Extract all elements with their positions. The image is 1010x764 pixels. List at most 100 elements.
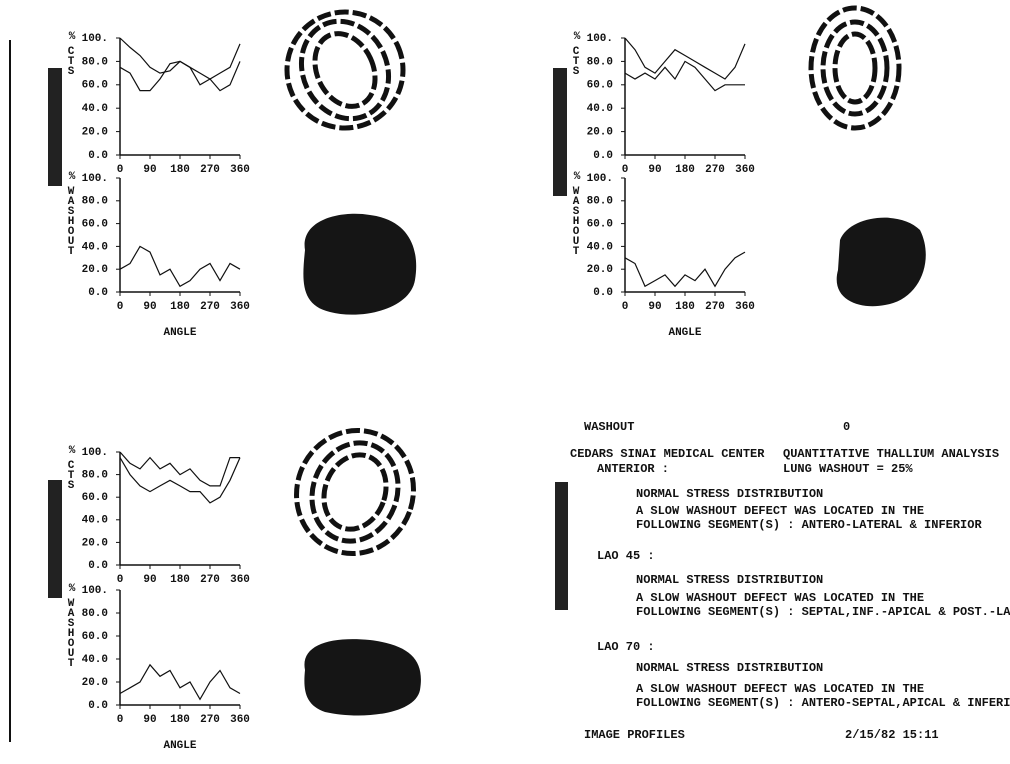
data-line — [120, 38, 240, 79]
x-tick-label: 180 — [170, 301, 190, 313]
report-footer: 2/15/82 15:11 — [845, 728, 939, 742]
report-line: NORMAL STRESS DISTRIBUTION — [636, 487, 823, 501]
y-tick-label: 80.0 — [82, 608, 108, 620]
scale-bar — [48, 68, 62, 186]
y-unit: % — [574, 31, 581, 43]
report-line: NORMAL STRESS DISTRIBUTION — [636, 661, 823, 675]
x-tick-label: 90 — [143, 164, 156, 176]
x-tick-label: 90 — [143, 574, 156, 586]
y-tick-label: 40.0 — [82, 515, 108, 527]
x-tick-label: 270 — [200, 301, 220, 313]
x-tick-label: 180 — [170, 714, 190, 726]
report-footer: IMAGE PROFILES — [584, 728, 685, 742]
x-tick-label: 360 — [230, 164, 250, 176]
report-view: LAO 70 : — [597, 640, 655, 654]
report-lung-washout: LUNG WASHOUT = 25% — [783, 462, 913, 476]
y-tick-label: 60.0 — [82, 219, 108, 231]
x-tick-label: 360 — [230, 714, 250, 726]
y-tick-label: 80.0 — [587, 196, 613, 208]
y-tick-label: 60.0 — [82, 631, 108, 643]
y-tick-label: 80.0 — [82, 56, 108, 68]
x-tick-label: 180 — [675, 301, 695, 313]
data-line — [120, 665, 240, 700]
x-tick-label: 270 — [705, 164, 725, 176]
report-center: CEDARS SINAI MEDICAL CENTER — [570, 447, 765, 461]
scale-bar — [48, 480, 62, 598]
y-tick-label: 60.0 — [82, 80, 108, 92]
ring-image — [268, 0, 422, 147]
report-analysis: QUANTITATIVE THALLIUM ANALYSIS — [783, 447, 999, 461]
y-tick-label: 80.0 — [82, 196, 108, 208]
y-tick-label: 100. — [82, 585, 108, 597]
y-unit: % — [69, 445, 76, 457]
y-tick-label: 100. — [587, 33, 613, 45]
report: WASHOUT 0 CEDARS SINAI MEDICAL CENTER QU… — [570, 420, 1010, 742]
x-tick-label: 90 — [143, 714, 156, 726]
report-line: FOLLOWING SEGMENT(S) : SEPTAL,INF.-APICA… — [636, 605, 1010, 619]
y-axis-label: CTS — [65, 46, 77, 76]
y-tick-label: 40.0 — [82, 241, 108, 253]
x-tick-label: 0 — [117, 574, 124, 586]
y-tick-label: 20.0 — [82, 537, 108, 549]
report-line: NORMAL STRESS DISTRIBUTION — [636, 573, 823, 587]
report-mode-value: 0 — [843, 420, 850, 434]
y-tick-label: 100. — [82, 447, 108, 459]
x-tick-label: 0 — [622, 164, 629, 176]
report-mode: WASHOUT — [584, 420, 634, 434]
y-unit: % — [574, 171, 581, 183]
y-tick-label: 80.0 — [82, 470, 108, 482]
scale-bar — [553, 68, 567, 196]
x-tick-label: 270 — [200, 574, 220, 586]
x-tick-label: 180 — [170, 574, 190, 586]
data-line — [120, 246, 240, 286]
x-tick-label: 0 — [117, 164, 124, 176]
report-view: LAO 45 : — [597, 549, 655, 563]
y-tick-label: 20.0 — [82, 127, 108, 139]
report-line: FOLLOWING SEGMENT(S) : ANTERO-LATERAL & … — [636, 518, 982, 532]
x-tick-label: 270 — [200, 714, 220, 726]
y-tick-label: 60.0 — [587, 219, 613, 231]
y-tick-label: 40.0 — [82, 103, 108, 115]
report-line: FOLLOWING SEGMENT(S) : ANTERO-SEPTAL,API… — [636, 696, 1010, 710]
x-tick-label: 360 — [735, 164, 755, 176]
y-tick-label: 0.0 — [88, 150, 108, 162]
y-tick-label: 80.0 — [587, 56, 613, 68]
x-tick-label: 360 — [735, 301, 755, 313]
y-tick-label: 20.0 — [587, 264, 613, 276]
y-tick-label: 0.0 — [88, 560, 108, 572]
x-tick-label: 270 — [705, 301, 725, 313]
y-tick-label: 20.0 — [82, 677, 108, 689]
y-unit: % — [69, 171, 76, 183]
y-unit: % — [69, 31, 76, 43]
y-tick-label: 20.0 — [82, 264, 108, 276]
y-tick-label: 60.0 — [587, 80, 613, 92]
x-tick-label: 0 — [117, 301, 124, 313]
report-line: A SLOW WASHOUT DEFECT WAS LOCATED IN THE — [636, 682, 924, 696]
y-tick-label: 100. — [82, 173, 108, 185]
data-line — [625, 38, 745, 79]
x-tick-label: 360 — [230, 574, 250, 586]
ring-image — [279, 414, 430, 570]
x-tick-label: 90 — [648, 301, 661, 313]
y-tick-label: 100. — [587, 173, 613, 185]
y-tick-label: 100. — [82, 33, 108, 45]
y-tick-label: 0.0 — [88, 700, 108, 712]
ring-image — [811, 8, 899, 128]
x-tick-label: 90 — [143, 301, 156, 313]
y-axis-label: WASHOUT — [65, 186, 77, 256]
data-line — [120, 61, 240, 90]
x-tick-label: 180 — [675, 164, 695, 176]
report-view: ANTERIOR : — [597, 462, 669, 476]
x-tick-label: 0 — [622, 301, 629, 313]
page: WASHOUT 0 CEDARS SINAI MEDICAL CENTER QU… — [0, 0, 1010, 764]
y-tick-label: 0.0 — [88, 287, 108, 299]
x-tick-label: 90 — [648, 164, 661, 176]
y-tick-label: 40.0 — [82, 654, 108, 666]
x-axis-label: ANGLE — [668, 327, 701, 339]
y-tick-label: 0.0 — [593, 287, 613, 299]
x-tick-label: 270 — [200, 164, 220, 176]
y-axis-label: CTS — [570, 46, 582, 76]
y-tick-label: 0.0 — [593, 150, 613, 162]
scale-bar — [555, 482, 568, 610]
y-tick-label: 20.0 — [587, 127, 613, 139]
